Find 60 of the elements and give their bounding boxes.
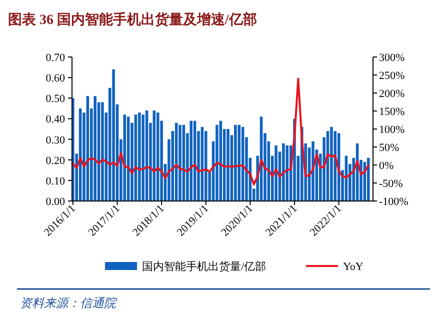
y-tick-label: 0.20 — [46, 154, 66, 167]
y2-tick-label: 200% — [379, 88, 405, 100]
bar — [286, 145, 289, 201]
bar — [341, 170, 344, 201]
bar — [216, 124, 218, 201]
bar — [197, 131, 200, 201]
y-tick-label: 0.60 — [46, 72, 66, 85]
y2-tick-label: 0% — [379, 160, 394, 172]
y-tick-label: 0.00 — [46, 196, 66, 208]
bar — [160, 120, 163, 201]
y2-tick-label: -100% — [379, 196, 408, 208]
bar — [245, 137, 248, 201]
bar — [274, 145, 278, 201]
bar — [112, 69, 115, 201]
bar — [296, 156, 300, 201]
bar — [238, 124, 241, 201]
chart-title: 图表 36 国内智能手机出货量及增速/亿部 — [8, 11, 257, 28]
bar — [123, 114, 126, 201]
bar — [149, 122, 152, 201]
bar — [226, 129, 230, 201]
y2-tick-label: -50% — [379, 178, 403, 190]
y-tick-label: 0.50 — [46, 93, 66, 106]
y-tick-label: 0.70 — [46, 52, 66, 64]
bar — [186, 133, 189, 201]
bar — [101, 102, 104, 201]
legend-label: 国内智能手机出货量/亿部 — [142, 260, 266, 273]
bar — [367, 158, 370, 201]
bar — [282, 143, 285, 201]
bar — [190, 120, 192, 201]
bar — [75, 154, 78, 201]
y2-tick-label: 100% — [379, 124, 405, 136]
bar — [178, 124, 182, 201]
legend-国内智能手机出货量/亿部: 国内智能手机出货量/亿部 — [105, 261, 266, 273]
y2-tick-label: 250% — [379, 70, 405, 82]
bar — [234, 124, 237, 201]
y-tick-label: 0.40 — [46, 114, 66, 126]
bar — [252, 188, 256, 201]
bar — [130, 122, 134, 201]
bar — [348, 164, 352, 201]
bar — [94, 96, 96, 201]
y-tick-label: 0.10 — [46, 175, 66, 188]
bar — [208, 172, 211, 201]
y2-tick-label: 300% — [379, 52, 405, 64]
bar — [330, 126, 333, 201]
bar — [312, 141, 314, 201]
bar — [138, 112, 141, 201]
bar — [204, 131, 208, 201]
text: 资料来源：信通院 — [20, 296, 118, 310]
legend-label: YoY — [343, 261, 364, 273]
y2-tick-label: 50% — [379, 142, 400, 154]
bar — [322, 137, 326, 201]
bar — [82, 112, 86, 201]
bar — [168, 139, 170, 201]
y2-tick-label: 150% — [379, 106, 405, 118]
bar — [142, 114, 144, 201]
bar — [318, 154, 322, 201]
bar — [90, 108, 93, 201]
bar — [156, 112, 160, 201]
y-tick-label: 0.30 — [46, 134, 66, 146]
bar — [264, 133, 266, 201]
